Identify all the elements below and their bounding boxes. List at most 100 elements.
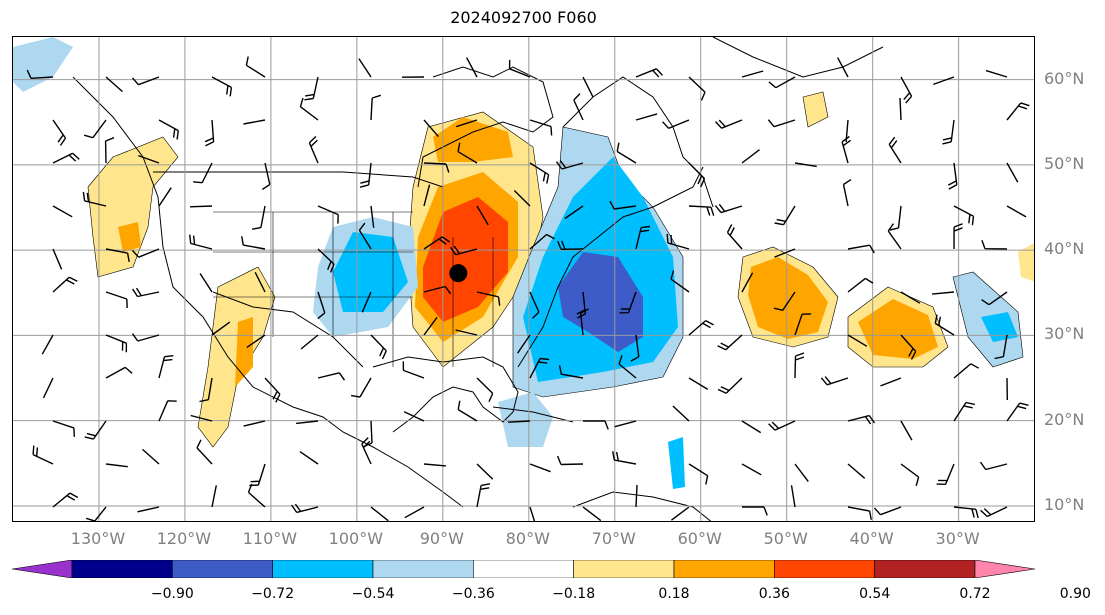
wind-barb — [953, 401, 975, 422]
wind-barb — [847, 506, 872, 520]
coast-greenland — [712, 37, 884, 78]
lon-tick-label: 40°W — [849, 529, 894, 548]
wind-barb — [741, 149, 760, 164]
wind-barb — [557, 240, 584, 250]
wind-barb — [942, 119, 955, 145]
wind-barb — [933, 76, 955, 86]
colorbar-extend-high — [974, 560, 1035, 578]
shade-atlantic-orange-1 — [748, 257, 828, 339]
wind-barb — [887, 223, 902, 250]
wind-barb — [245, 56, 266, 78]
wind-barb — [932, 291, 955, 295]
wind-barb — [847, 463, 866, 479]
lat-tick-label: 20°N — [1044, 409, 1085, 429]
lat-tick-label: 30°N — [1044, 324, 1085, 344]
wind-barb — [529, 357, 550, 379]
wind-barb — [847, 414, 876, 425]
colorbar-tick-label: −0.54 — [351, 586, 395, 602]
wind-barb — [714, 203, 743, 214]
wind-barb — [131, 76, 160, 86]
colorbar-segment — [774, 560, 875, 578]
wind-barb — [618, 355, 637, 379]
wind-barb — [842, 179, 852, 207]
wind-barb — [661, 119, 690, 129]
wind-barb — [953, 506, 979, 519]
wind-barb — [900, 291, 921, 304]
wind-barb — [247, 483, 266, 508]
wind-barb — [794, 313, 812, 336]
wind-barb — [688, 162, 706, 188]
wind-barb — [953, 363, 980, 379]
wind-barb — [774, 248, 796, 258]
wind-barb — [1006, 402, 1029, 422]
colorbar-segment — [473, 560, 574, 578]
wind-barb — [361, 291, 372, 313]
wind-barb — [900, 463, 920, 486]
wind-barb — [142, 448, 160, 465]
wind-barb — [688, 319, 714, 336]
wind-barb — [947, 162, 958, 190]
wind-barb — [900, 334, 917, 360]
colorbar-segment — [874, 560, 976, 578]
wind-barb — [847, 244, 875, 254]
wind-barb — [423, 236, 451, 250]
wind-barb — [476, 377, 494, 402]
wind-barb — [457, 400, 478, 422]
wind-barb — [985, 69, 1008, 78]
wind-barb — [936, 463, 955, 485]
wind-barb — [449, 245, 478, 256]
wind-barb — [981, 291, 1008, 306]
wind-barb — [873, 506, 902, 516]
colorbar-tick-label: 0.18 — [658, 586, 690, 602]
coast-south-america — [572, 491, 712, 521]
wind-barb — [241, 236, 266, 250]
wind-barb — [251, 205, 266, 230]
wind-barb — [190, 414, 213, 422]
wind-barb — [457, 142, 478, 164]
wind-barb — [670, 506, 690, 521]
wind-barb — [261, 162, 271, 190]
wind-barb — [820, 376, 849, 386]
wind-barb — [847, 334, 868, 347]
wind-barb — [836, 57, 849, 78]
wind-barb — [211, 76, 233, 97]
wind-barb — [790, 485, 796, 508]
wind-barb — [1006, 205, 1027, 218]
wind-barb — [105, 76, 123, 93]
wind-barb — [794, 162, 817, 168]
wind-barb — [508, 59, 531, 78]
wind-barb — [423, 316, 438, 336]
wind-barb — [794, 352, 805, 379]
wind-barb — [794, 463, 809, 483]
wind-barb — [670, 270, 690, 293]
wind-barb — [717, 334, 743, 351]
wind-barb — [688, 463, 709, 485]
wind-barb — [880, 377, 902, 387]
wind-barb — [555, 160, 584, 170]
shade-atlantic-small — [668, 437, 685, 489]
wind-barb — [158, 119, 179, 140]
wind-barb — [370, 205, 375, 228]
colorbar-segment — [573, 560, 675, 578]
colorbar-tick-label: 0.90 — [1059, 586, 1091, 602]
wind-barb — [573, 93, 584, 121]
wind-barb — [476, 205, 489, 226]
colorbar-tick-label: −0.18 — [552, 586, 596, 602]
wind-barb — [768, 420, 796, 431]
wind-barb — [350, 377, 372, 398]
wind-barb — [105, 463, 128, 468]
wind-barb — [582, 76, 594, 98]
wind-barb — [52, 276, 78, 293]
lon-tick-label: 60°W — [677, 529, 722, 548]
wind-barb — [635, 68, 664, 78]
map-canvas — [13, 37, 1034, 521]
wind-barb — [138, 154, 160, 164]
wind-barb — [635, 225, 651, 250]
wind-barb — [264, 377, 281, 403]
wind-barb — [361, 437, 372, 465]
wind-barb — [980, 506, 1008, 518]
colorbar-extend-low — [12, 560, 73, 578]
wind-barb — [290, 503, 319, 514]
wind-barb — [900, 76, 913, 104]
wind-barb — [41, 334, 54, 355]
